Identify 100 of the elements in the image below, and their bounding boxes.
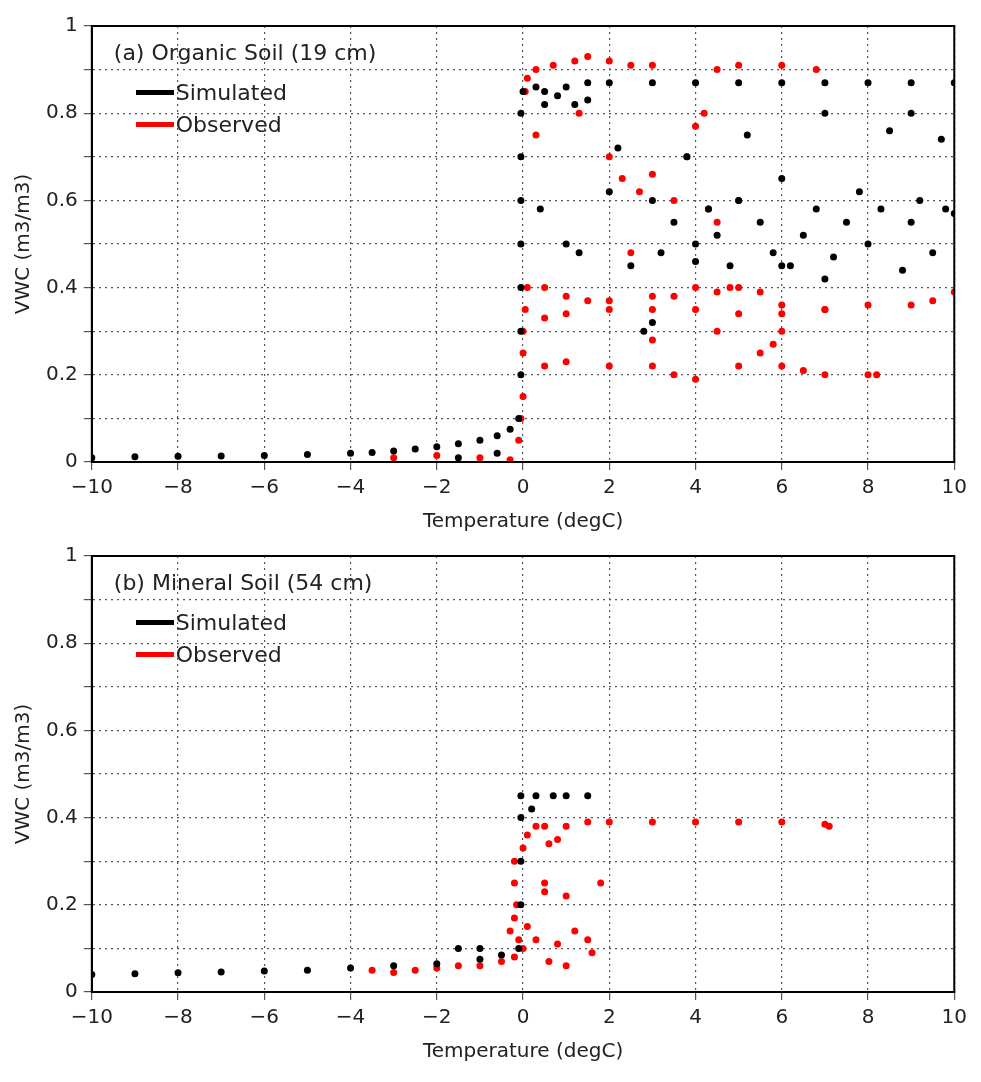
point [532,822,540,830]
point [571,927,579,935]
x-tick-label: 2 [602,474,616,499]
point [549,792,557,800]
point [515,944,523,952]
y-tick-label: 0.4 [45,803,78,828]
point [562,962,570,970]
x-tick-label: −6 [249,474,280,499]
point [605,818,613,826]
point [347,964,355,972]
text: (b) Mineral Soil (54 cm) [113,570,373,595]
point [506,927,514,935]
point [476,944,484,952]
point [517,814,525,822]
point [517,901,525,909]
point [778,818,786,826]
x-tick-label: −8 [163,474,193,499]
y-tick-label: 1 [65,542,78,567]
y-tick-label: 0.4 [45,273,78,298]
point [217,968,225,976]
point [476,955,484,963]
x-tick-label: 0 [516,474,530,499]
point [584,936,592,944]
y-tick-label: 1 [65,12,78,37]
point [545,840,553,848]
point [510,953,518,961]
point [541,879,549,887]
point [454,962,462,970]
point [411,966,419,974]
point [541,822,549,830]
point [510,914,518,922]
x-axis-title: Temperature (degC) [421,1038,624,1063]
point [497,951,505,959]
point [523,923,531,931]
y-axis-title: VWC (m3/m3) [10,173,35,315]
x-tick-label: −10 [70,1004,113,1029]
point [523,831,531,839]
point [510,857,518,865]
y-tick-label: 0.8 [45,629,78,654]
point [825,822,833,830]
point [588,949,596,957]
x-axis-title: Temperature (degC) [421,508,624,533]
y-tick-label: 0 [65,448,78,473]
x-tick-label: 6 [775,474,789,499]
x-tick-label: 10 [941,474,967,499]
x-tick-label: 6 [775,1004,789,1029]
y-tick-label: 0.8 [45,99,78,124]
point [517,792,525,800]
x-tick-label: 4 [689,474,702,499]
point [648,818,656,826]
x-tick-label: 10 [941,1004,967,1029]
point [562,822,570,830]
point [497,957,505,965]
x-tick-label: −8 [163,1004,193,1029]
point [510,879,518,887]
y-tick-label: 0.6 [45,186,78,211]
x-tick-label: −6 [249,1004,280,1029]
point [390,968,398,976]
point [532,936,540,944]
x-tick-label: −4 [335,474,366,499]
point [532,792,540,800]
legend-label: Simulated [175,79,287,105]
point [597,879,605,887]
x-tick-label: 8 [861,1004,875,1029]
point [519,844,527,852]
x-tick-label: −4 [335,1004,366,1029]
point [584,818,592,826]
point [517,857,525,865]
x-tick-label: −10 [70,474,113,499]
legend-label: Simulated [175,609,287,635]
text: (a) Organic Soil (19 cm) [113,40,377,65]
point [528,805,536,813]
y-tick-label: 0 [65,978,78,1003]
point [562,892,570,900]
x-tick-label: 4 [689,1004,702,1029]
point [390,962,398,970]
y-tick-label: 0.6 [45,716,78,741]
x-tick-label: 0 [516,1004,530,1029]
point [541,888,549,896]
point [584,792,592,800]
point [433,960,441,968]
point [515,936,523,944]
y-tick-label: 0.2 [45,361,78,385]
point [554,835,562,843]
point [554,940,562,948]
legend-label: Observed [175,641,282,667]
point [454,944,462,952]
x-tick-label: −2 [422,474,452,499]
y-axis-title: VWC (m3/m3) [10,703,35,845]
point [692,818,700,826]
point [562,792,570,800]
point [476,962,484,970]
point [174,969,182,977]
x-tick-label: 8 [861,474,875,499]
point [131,970,139,978]
point [545,957,553,965]
point [260,967,268,975]
point [368,966,376,974]
y-tick-label: 0.2 [45,891,78,915]
point [303,966,311,974]
